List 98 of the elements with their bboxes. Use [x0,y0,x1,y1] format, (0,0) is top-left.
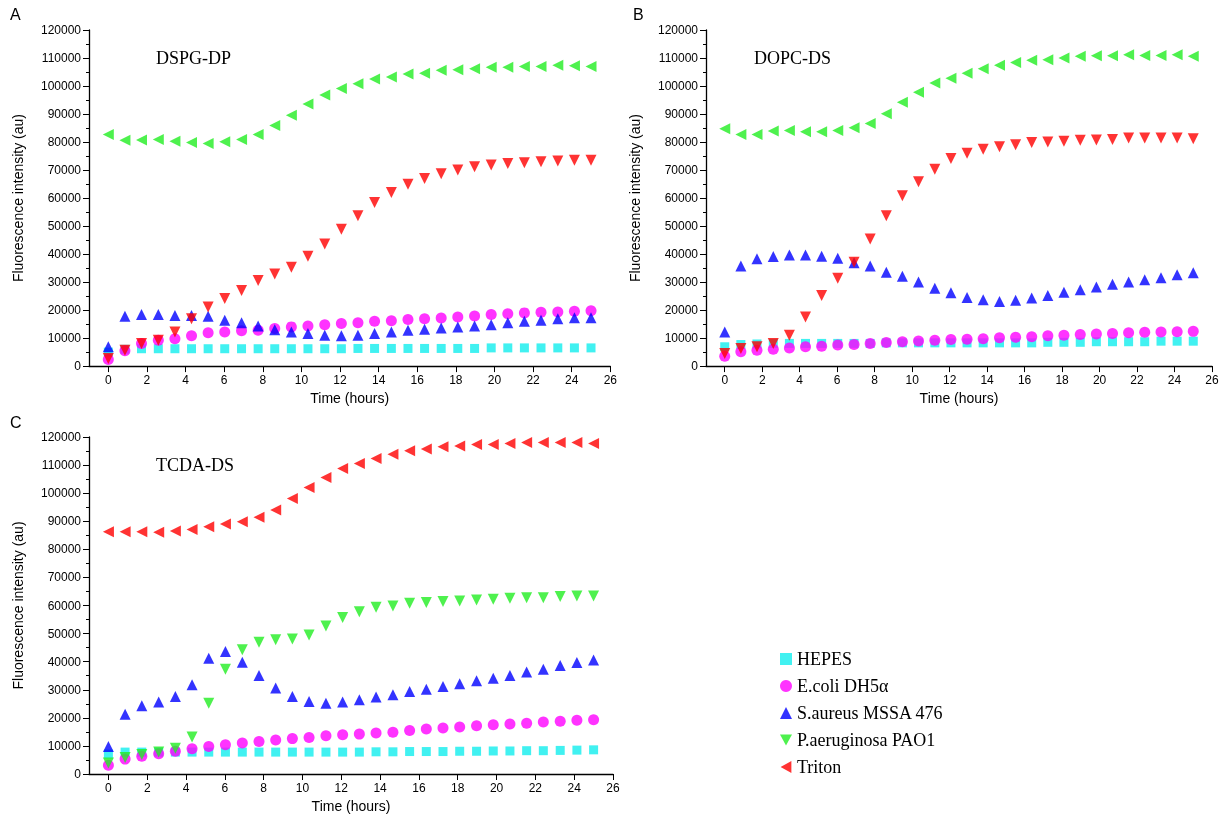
y-tick-label: 110000 [41,51,82,66]
y-tick-label: 100000 [40,79,82,94]
text: DOPC-DS [754,48,832,68]
y-tick-label: 90000 [664,107,699,122]
x-tick-label: 0 [721,373,729,388]
legend-label: P.aeruginosa PAO1 [797,730,936,750]
x-tick-label: 26 [606,781,620,795]
y-tick-label: 120000 [40,430,82,444]
y-tick-label: 40000 [47,247,82,262]
y-tick-label: 40000 [664,247,699,262]
y-tick-label: 60000 [47,598,82,613]
text: C [10,413,22,431]
legend-label: S.aureus MSSA 476 [797,703,943,723]
y-tick-label: 20000 [664,303,699,318]
y-tick-label: 100000 [40,486,82,501]
y-tick-label: 80000 [664,135,699,150]
text: TCDA-DS [156,455,235,475]
x-tick-label: 24 [1167,373,1182,388]
y-tick-label: 90000 [47,107,82,122]
y-axis-title: Fluorescence intensity (au) [10,521,26,690]
x-tick-label: 16 [410,373,425,388]
y-tick-label: 50000 [47,219,82,234]
x-tick-label: 10 [905,373,920,388]
y-tick-label: 10000 [47,331,82,346]
x-tick-label: 16 [1017,373,1032,388]
y-tick-label: 30000 [664,275,699,290]
text: DSPG-DP [156,48,232,68]
y-tick-label: 40000 [47,654,82,669]
x-axis-title: Time (hours) [311,797,391,814]
y-tick-label: 100000 [657,79,699,94]
y-tick-label: 120000 [657,23,699,37]
y-tick-label: 0 [691,359,699,374]
y-tick-label: 90000 [47,514,82,529]
x-tick-label: 26 [603,373,618,388]
legend-label: E.coli DH5α [797,676,889,696]
x-tick-label: 8 [259,373,267,388]
y-tick-label: 10000 [47,738,82,753]
x-tick-label: 10 [295,781,310,795]
x-axis-title: Time (hours) [310,390,390,406]
x-tick-label: 22 [1130,373,1145,388]
x-tick-label: 16 [412,781,426,795]
x-tick-label: 12 [942,373,957,388]
x-tick-label: 20 [487,373,502,388]
x-tick-label: 18 [449,373,463,388]
x-tick-label: 14 [373,781,388,795]
x-tick-label: 0 [104,373,112,388]
y-tick-label: 110000 [41,458,82,473]
x-tick-label: 10 [294,373,309,388]
y-tick-label: 60000 [47,191,82,206]
x-tick-label: 22 [526,373,541,388]
x-tick-label: 4 [796,373,804,388]
x-tick-label: 12 [333,373,347,388]
x-tick-label: 8 [260,781,268,795]
y-axis-title: Fluorescence intensity (au) [627,114,643,283]
x-tick-label: 6 [221,781,229,795]
legend-label: HEPES [797,649,853,669]
x-tick-label: 14 [980,373,995,388]
y-tick-label: 20000 [47,303,82,318]
y-tick-label: 70000 [664,163,699,178]
y-tick-label: 30000 [47,275,82,290]
y-tick-label: 80000 [47,542,82,557]
x-tick-label: 8 [871,373,879,388]
legend-label: Triton [797,757,842,777]
y-tick-label: 50000 [47,626,82,641]
y-tick-label: 0 [74,767,82,781]
y-axis-title: Fluorescence intensity (au) [10,114,26,283]
x-tick-label: 2 [758,373,766,388]
x-tick-label: 14 [371,373,386,388]
x-tick-label: 20 [489,781,504,795]
y-tick-label: 70000 [47,570,82,585]
x-tick-label: 24 [567,781,582,795]
x-tick-label: 18 [1055,373,1070,388]
x-tick-label: 26 [1205,373,1219,388]
x-tick-label: 4 [182,781,190,795]
y-tick-label: 20000 [47,710,82,725]
y-tick-label: 50000 [664,219,699,234]
y-tick-label: 60000 [664,191,699,206]
x-tick-label: 24 [565,373,579,388]
text: B [633,5,644,23]
x-tick-label: 12 [334,781,349,795]
y-tick-label: 110000 [658,51,699,66]
text: A [10,5,21,23]
y-tick-label: 70000 [47,163,82,178]
x-tick-label: 20 [1092,373,1107,388]
x-tick-label: 2 [143,373,151,388]
x-tick-label: 6 [833,373,841,388]
y-tick-label: 10000 [664,331,699,346]
x-tick-label: 4 [182,373,190,388]
y-tick-label: 30000 [47,682,82,697]
x-axis-title: Time (hours) [919,390,999,406]
x-tick-label: 18 [451,781,465,795]
x-tick-label: 2 [143,781,151,795]
x-tick-label: 22 [528,781,543,795]
x-tick-label: 0 [105,781,113,795]
x-tick-label: 6 [220,373,228,388]
y-tick-label: 80000 [47,135,82,150]
y-tick-label: 120000 [40,23,82,37]
y-tick-label: 0 [74,359,82,374]
